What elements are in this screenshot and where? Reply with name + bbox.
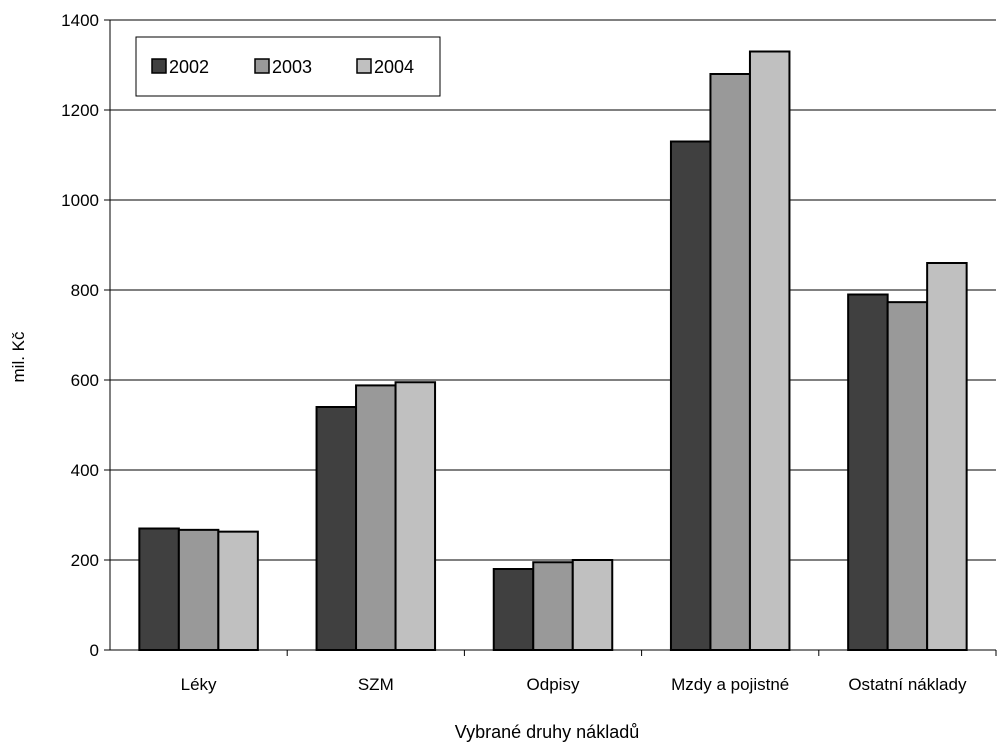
bar-2003-4 [886,301,929,651]
y-tick-label: 1200 [61,101,99,120]
legend-label-2002: 2002 [169,57,209,77]
bar-2004-0 [217,530,259,652]
bar-2002-3 [669,140,712,651]
legend-swatch-2002 [151,58,167,74]
x-axis-label: Vybrané druhy nákladů [455,722,639,742]
bars [138,50,968,652]
bar-2004-1 [394,381,437,651]
y-tick-label: 1000 [61,191,99,210]
y-tick-label: 0 [90,641,99,660]
bar-2004-2 [571,559,614,651]
legend-box [135,36,441,97]
y-tick-label: 200 [71,551,99,570]
gridlines [110,19,996,561]
y-tick-label: 400 [71,461,99,480]
legend-label-2004: 2004 [374,57,414,77]
x-tick-labels: Léky SZM Odpisy Mzdy a pojistné Ostatní nákl… [181,675,967,694]
bar-2004-4 [926,262,968,651]
y-axis-label: mil. Kč [9,331,28,383]
y-tick-label: 800 [71,281,99,300]
y-tick-label: 600 [71,371,99,390]
bar-2003-3 [709,73,751,651]
y-tick-label: 1400 [61,11,99,30]
x-tick-label: Mzdy a pojistné [671,675,789,694]
bar-2002-2 [492,568,535,651]
bar-2002-0 [138,527,180,651]
legend-swatch-2004 [356,58,372,74]
x-tick-label: Léky [181,675,217,694]
legend: 2002 2003 2004 [135,36,441,97]
bar-2003-0 [177,528,220,651]
x-tick-label: SZM [358,675,394,694]
axes [104,19,997,656]
y-tick-labels: 0 200 400 600 800 1000 1200 1400 [61,11,99,660]
bar-2004-3 [748,50,791,651]
x-tick-label: Ostatní náklady [848,675,967,694]
bar-2002-1 [315,406,358,651]
bar-2002-4 [847,293,889,651]
bar-2003-2 [532,561,574,651]
legend-label-2003: 2003 [272,57,312,77]
legend-swatch-2003 [254,58,270,74]
x-tick-label: Odpisy [527,675,580,694]
bar-2003-1 [355,384,397,651]
